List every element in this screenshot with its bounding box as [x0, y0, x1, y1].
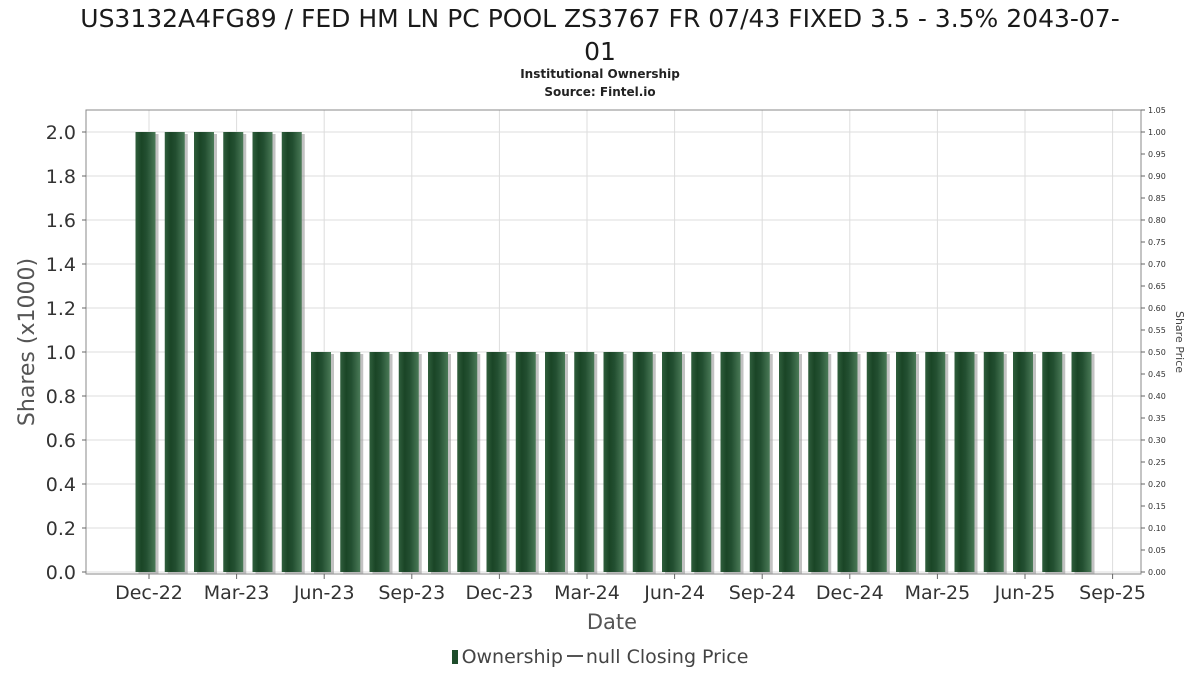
y-tick-label: 1.6 — [46, 210, 76, 232]
y2-tick-label: 0.25 — [1148, 458, 1166, 467]
bar — [779, 352, 799, 572]
bar — [281, 132, 302, 572]
bar — [720, 352, 741, 572]
ownership-swatch-icon — [451, 650, 458, 664]
bar — [574, 352, 595, 572]
y-tick-label: 1.0 — [46, 342, 76, 364]
y2-tick-label: 0.85 — [1148, 194, 1166, 203]
chart-title-line-1: US3132A4FG89 / FED HM LN PC POOL ZS3767 … — [80, 4, 1120, 33]
x-tick-label: Mar-24 — [554, 582, 620, 604]
bar — [1071, 352, 1092, 572]
legend-ownership: Ownership — [461, 646, 563, 668]
bar — [340, 352, 361, 572]
legend: Ownership null Closing Price — [0, 646, 1200, 668]
bar — [311, 352, 331, 572]
x-tick-label: Dec-23 — [465, 582, 533, 604]
y-tick-label: 0.4 — [46, 474, 76, 496]
y2-tick-label: 0.80 — [1148, 216, 1166, 225]
y-tick-label: 0.2 — [46, 518, 76, 540]
y2-axis: 0.00 0.05 0.10 0.15 0.20 0.25 0.30 0.35 0.40 0.45… — [1141, 106, 1166, 577]
bar — [457, 352, 478, 572]
x-tick-label: Dec-24 — [816, 582, 884, 604]
x-axis-title: Date — [587, 610, 637, 634]
y2-tick-label: 0.10 — [1148, 524, 1166, 533]
bars — [135, 132, 1095, 574]
bar — [925, 352, 946, 572]
legend-price: null Closing Price — [585, 646, 749, 668]
y2-tick-label: 0.00 — [1148, 568, 1166, 577]
x-axis: Dec-22 Mar-23 Jun-23 Sep-23 Dec-23 Mar-24 Jun-… — [115, 574, 1146, 604]
bar — [691, 352, 712, 572]
y2-tick-label: 0.50 — [1148, 348, 1166, 357]
bar — [1042, 352, 1063, 572]
y2-tick-label: 1.00 — [1148, 128, 1166, 137]
y2-tick-label: 0.70 — [1148, 260, 1166, 269]
price-line-icon — [566, 655, 583, 657]
y2-tick-label: 0.05 — [1148, 546, 1166, 555]
x-tick-label: Jun-24 — [643, 582, 705, 604]
bar — [866, 352, 887, 572]
y2-tick-label: 0.60 — [1148, 304, 1166, 313]
chart-title-line-2: 01 — [584, 37, 616, 66]
y2-tick-label: 1.05 — [1148, 106, 1166, 115]
bar — [837, 352, 858, 572]
bar — [194, 132, 214, 572]
y2-tick-label: 0.55 — [1148, 326, 1166, 335]
y2-axis-title: Share Price — [1173, 311, 1186, 373]
bar — [1013, 352, 1033, 572]
bar — [428, 352, 448, 572]
x-tick-label: Sep-25 — [1079, 582, 1146, 604]
bar — [603, 352, 624, 572]
x-tick-label: Jun-25 — [994, 582, 1056, 604]
bar — [954, 352, 975, 572]
x-tick-label: Dec-22 — [115, 582, 183, 604]
y2-tick-label: 0.95 — [1148, 150, 1166, 159]
y2-tick-label: 0.15 — [1148, 502, 1166, 511]
y2-tick-label: 0.40 — [1148, 392, 1166, 401]
bar — [223, 132, 244, 572]
y2-tick-label: 0.35 — [1148, 414, 1166, 423]
chart-subtitle: Institutional Ownership — [520, 67, 680, 81]
y-tick-label: 0.8 — [46, 386, 76, 408]
bar — [252, 132, 273, 572]
y-axis: 0.0 0.2 0.4 0.6 0.8 1.0 1.2 1.4 1.6 1.8 2.0 — [46, 122, 86, 584]
bar — [808, 352, 829, 572]
x-tick-label: Sep-23 — [378, 582, 445, 604]
bar — [983, 352, 1004, 572]
bar — [369, 352, 390, 572]
bar — [398, 352, 419, 572]
bar — [749, 352, 770, 572]
y-tick-label: 0.6 — [46, 430, 76, 452]
y2-tick-label: 0.90 — [1148, 172, 1166, 181]
chart-source: Source: Fintel.io — [544, 85, 656, 99]
bar — [896, 352, 916, 572]
bar — [486, 352, 507, 572]
y-axis-title: Shares (x1000) — [15, 258, 40, 426]
bar — [135, 132, 156, 572]
chart-title: US3132A4FG89 / FED HM LN PC POOL ZS3767 … — [0, 2, 1200, 68]
x-tick-label: Sep-24 — [729, 582, 796, 604]
y2-tick-label: 0.45 — [1148, 370, 1166, 379]
y-tick-label: 2.0 — [46, 122, 76, 144]
x-tick-label: Mar-23 — [204, 582, 270, 604]
bar — [662, 352, 682, 572]
bar — [515, 352, 536, 572]
bar — [545, 352, 565, 572]
y2-tick-label: 0.65 — [1148, 282, 1166, 291]
y-tick-label: 1.4 — [46, 254, 76, 276]
y2-tick-label: 0.75 — [1148, 238, 1166, 247]
y2-tick-label: 0.30 — [1148, 436, 1166, 445]
x-tick-label: Jun-23 — [293, 582, 355, 604]
bar — [164, 132, 185, 572]
y-tick-label: 0.0 — [46, 562, 76, 584]
y-tick-label: 1.8 — [46, 166, 76, 188]
y-tick-label: 1.2 — [46, 298, 76, 320]
bar — [632, 352, 653, 572]
y2-tick-label: 0.20 — [1148, 480, 1166, 489]
x-tick-label: Mar-25 — [905, 582, 971, 604]
